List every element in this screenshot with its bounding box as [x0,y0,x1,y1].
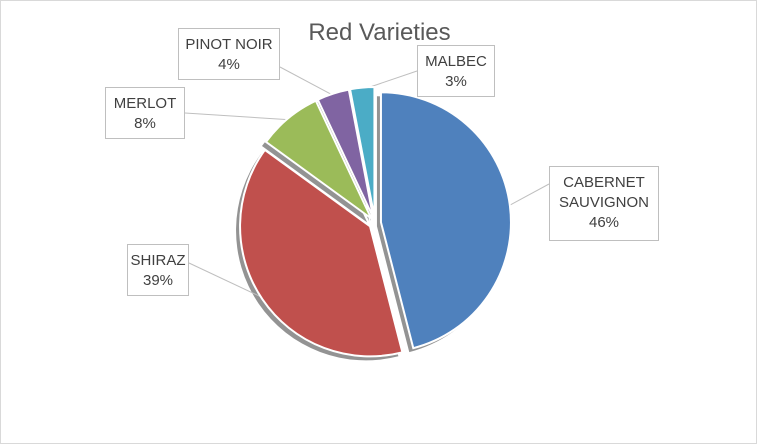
pie-slices [239,86,512,358]
pie-slice-malbec [348,86,376,218]
data-label: MALBEC 3% [417,45,495,97]
data-label-percent: 46% [588,214,620,231]
pie-slice-merlot [264,99,373,220]
data-label-category: MALBEC [425,53,487,70]
data-label: SHIRAZ 39% [127,244,189,296]
pie-slice-cabernet-sauvignon [379,91,512,350]
data-label-percent: 39% [142,272,174,289]
data-label: CABERNET SAUVIGNON 46% [549,166,659,241]
pie-slice-pinot-noir [316,88,375,218]
data-label-category: MERLOT [113,95,177,112]
data-label-category: SAUVIGNON [558,194,649,211]
data-label-percent: 8% [134,115,156,132]
pie-slice-shiraz [239,148,404,358]
data-label: MERLOT 8% [105,87,185,139]
data-label-category: CABERNET [563,174,645,191]
leader-line [184,112,290,121]
data-label-percent: 4% [218,56,240,73]
leader-line [507,183,550,207]
data-label-percent: 3% [445,73,467,90]
data-label: PINOT NOIR 4% [178,28,280,80]
leader-line [279,66,334,96]
chart-title: Red Varieties [308,19,451,46]
data-label-category: PINOT NOIR [185,36,273,53]
leader-line [188,262,265,299]
data-label-category: SHIRAZ [130,252,186,269]
